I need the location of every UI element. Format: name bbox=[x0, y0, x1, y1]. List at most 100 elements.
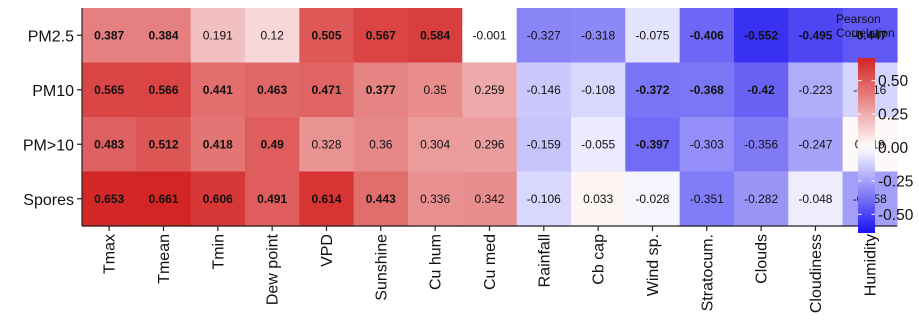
cell-value-label: 0.384 bbox=[148, 28, 178, 42]
cell-value-label: 0.565 bbox=[94, 83, 124, 97]
cell-value-label: 0.606 bbox=[203, 192, 233, 206]
cell-value-label: -0.223 bbox=[798, 83, 832, 97]
row-label: Spores bbox=[23, 192, 74, 209]
heatmap-cell bbox=[679, 171, 735, 227]
cell-value-label: 0.36 bbox=[369, 137, 393, 151]
cell-value-label: -0.055 bbox=[581, 137, 615, 151]
cell-value-label: -0.351 bbox=[690, 192, 724, 206]
cell-value-label: -0.495 bbox=[798, 28, 832, 42]
cell-value-label: 0.342 bbox=[474, 192, 504, 206]
column-label: Cb cap bbox=[591, 234, 608, 285]
cell-value-label: -0.447 bbox=[853, 28, 887, 42]
cell-value-label: -0.552 bbox=[744, 28, 778, 42]
column-label: Cu med bbox=[482, 234, 499, 290]
column-label: Humidity bbox=[862, 234, 879, 296]
heatmap-cell bbox=[353, 8, 409, 64]
heatmap-cell bbox=[625, 62, 681, 118]
legend-title: Pearson bbox=[836, 12, 881, 26]
heatmap-cell bbox=[733, 171, 789, 227]
heatmap-cell bbox=[244, 8, 300, 64]
heatmap-cell bbox=[136, 171, 192, 227]
column-label: Cu hum bbox=[428, 234, 445, 290]
cell-value-label: 0.566 bbox=[148, 83, 178, 97]
cell-value-label: 0.296 bbox=[474, 137, 504, 151]
cell-value-label: 0.387 bbox=[94, 28, 124, 42]
cell-value-label: 0.259 bbox=[474, 83, 504, 97]
heatmap-cell bbox=[136, 8, 192, 64]
column-label: Sunshine bbox=[373, 234, 390, 301]
heatmap-cell bbox=[299, 117, 355, 173]
cell-value-label: -0.356 bbox=[744, 137, 778, 151]
column-labels: Tmax Tmean Tmin Dew point VPD Sunshine Cu hum C… bbox=[102, 226, 879, 313]
heatmap-cell bbox=[625, 171, 681, 227]
cell-value-label: -0.282 bbox=[744, 192, 778, 206]
heatmap-cell bbox=[407, 8, 463, 64]
heatmap-cell bbox=[407, 62, 463, 118]
heatmap-cell bbox=[516, 8, 572, 64]
cell-value-label: 0.512 bbox=[148, 137, 178, 151]
heatmap-cell bbox=[407, 171, 463, 227]
legend-tick-label: 0.25 bbox=[878, 107, 908, 124]
cell-value-label: 0.304 bbox=[420, 137, 450, 151]
cell-value-label: 0.191 bbox=[203, 28, 233, 42]
cell-value-label: -0.106 bbox=[527, 192, 561, 206]
heatmap-cell bbox=[733, 117, 789, 173]
cell-value-label: 0.505 bbox=[311, 28, 341, 42]
legend-tick-label: 0.50 bbox=[878, 73, 909, 90]
heatmap-cell bbox=[733, 62, 789, 118]
cell-value-label: -0.001 bbox=[472, 28, 506, 42]
row-labels: PM2.5 PM10 PM>10 Spores bbox=[23, 28, 82, 209]
cell-value-label: -0.075 bbox=[635, 28, 669, 42]
column-label: Stratocum. bbox=[699, 234, 716, 311]
column-label: VPD bbox=[319, 234, 336, 267]
heatmap-cell bbox=[244, 62, 300, 118]
heatmap-cell bbox=[788, 8, 844, 64]
cell-value-label: 0.443 bbox=[366, 192, 396, 206]
cell-value-label: 0.463 bbox=[257, 83, 287, 97]
heatmap-cell bbox=[516, 62, 572, 118]
cell-value-label: -0.368 bbox=[690, 83, 724, 97]
cell-value-label: 0.377 bbox=[366, 83, 396, 97]
heatmap-cell bbox=[299, 8, 355, 64]
legend-tick-label: -0.50 bbox=[878, 207, 914, 224]
cell-value-label: -0.108 bbox=[581, 83, 615, 97]
cell-value-label: 0.653 bbox=[94, 192, 124, 206]
heatmap-cell bbox=[679, 62, 735, 118]
cell-value-label: -0.028 bbox=[635, 192, 669, 206]
heatmap-cell bbox=[570, 8, 626, 64]
heatmap-cell bbox=[625, 117, 681, 173]
heatmap-cells: 0.387 0.384 0.191 0.12 0.505 0.567 0.584 -0.001… bbox=[82, 8, 898, 227]
column-label: Dew point bbox=[265, 233, 282, 305]
legend-title: Correlation bbox=[836, 26, 895, 40]
column-label: Tmax bbox=[102, 234, 119, 274]
cell-value-label: 0.033 bbox=[583, 192, 613, 206]
heatmap-cell bbox=[733, 8, 789, 64]
heatmap-cell bbox=[679, 117, 735, 173]
heatmap-cell bbox=[244, 171, 300, 227]
heatmap-cell bbox=[842, 8, 898, 64]
heatmap-cell bbox=[82, 62, 137, 118]
cell-value-label: -0.406 bbox=[690, 28, 724, 42]
heatmap-cell bbox=[516, 117, 572, 173]
heatmap-cell bbox=[462, 8, 518, 64]
heatmap-cell bbox=[190, 117, 246, 173]
heatmap-cell bbox=[353, 117, 409, 173]
cell-value-label: -0.372 bbox=[635, 83, 669, 97]
heatmap-cell bbox=[82, 117, 137, 173]
cell-value-label: -0.318 bbox=[581, 28, 615, 42]
column-label: Tmin bbox=[210, 234, 227, 270]
heatmap-cell bbox=[570, 171, 626, 227]
heatmap-cell bbox=[625, 8, 681, 64]
cell-value-label: -0.146 bbox=[527, 83, 561, 97]
heatmap-cell bbox=[462, 117, 518, 173]
cell-value-label: 0.35 bbox=[423, 83, 447, 97]
column-label: Rainfall bbox=[536, 234, 553, 287]
heatmap-cell bbox=[570, 62, 626, 118]
cell-value-label: -0.327 bbox=[527, 28, 561, 42]
heatmap-cell bbox=[299, 62, 355, 118]
row-label: PM2.5 bbox=[28, 28, 74, 45]
cell-value-label: 0.567 bbox=[366, 28, 396, 42]
cell-value-label: 0.418 bbox=[203, 137, 233, 151]
cell-value-label: 0.328 bbox=[311, 137, 341, 151]
heatmap-cell bbox=[462, 62, 518, 118]
